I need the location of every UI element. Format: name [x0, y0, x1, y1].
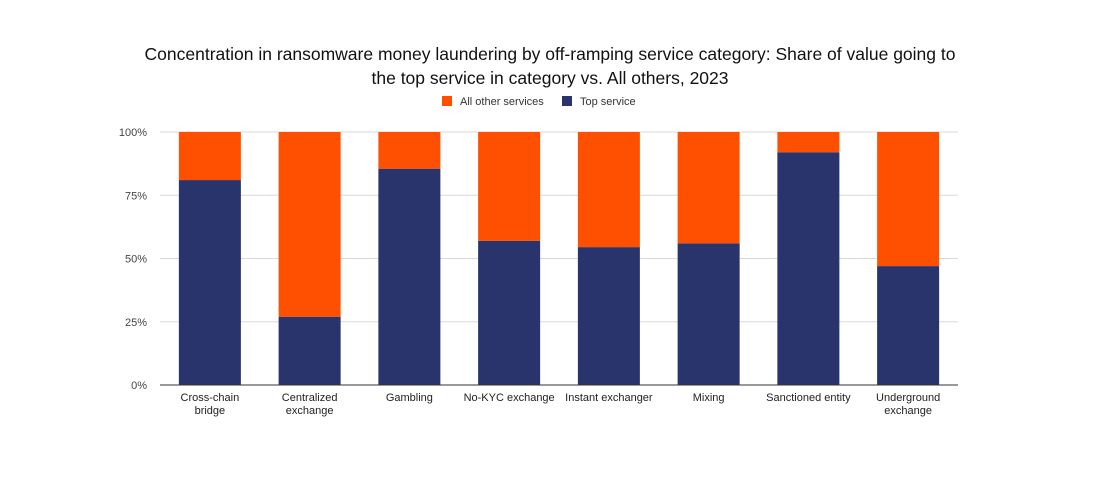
- bar-top-service-6: [777, 152, 840, 385]
- legend-label-0: All other services: [460, 96, 544, 108]
- bar-top-service-2: [378, 168, 441, 385]
- bar-top-service-7: [877, 266, 940, 385]
- x-tick-label-4: Instant exchanger: [565, 392, 653, 404]
- chart-title: Concentration in ransomware money launde…: [0, 42, 1100, 90]
- x-tick-label-3: No-KYC exchange: [464, 392, 555, 404]
- x-tick-label-7: Underground exchange: [876, 392, 940, 417]
- x-tick-label-line: Mixing: [693, 392, 725, 404]
- x-tick-label-line: Centralized: [282, 392, 338, 404]
- chart-title-line-2: the top service in category vs. All othe…: [371, 68, 729, 88]
- x-tick-label-0: Cross-chain bridge: [181, 392, 240, 417]
- chart-title-line-1: Concentration in ransomware money launde…: [144, 44, 956, 64]
- legend-swatch-0: [442, 96, 452, 106]
- y-tick-label-25: 25%: [125, 317, 147, 329]
- x-tick-label-line: exchange: [884, 405, 932, 417]
- bar-all-other-services-6: [777, 132, 840, 153]
- x-tick-label-line: Cross-chain: [181, 392, 240, 404]
- bar-all-other-services-1: [278, 132, 341, 317]
- bar-all-other-services-7: [877, 132, 940, 267]
- x-tick-label-line: Underground: [876, 392, 940, 404]
- bar-top-service-5: [677, 243, 740, 385]
- bar-all-other-services-5: [677, 132, 740, 244]
- bar-top-service-1: [278, 316, 341, 385]
- bar-top-service-3: [478, 240, 541, 385]
- bar-all-other-services-2: [378, 132, 441, 169]
- bar-top-service-4: [577, 247, 640, 385]
- x-tick-label-1: Centralized exchange: [282, 392, 338, 417]
- bar-all-other-services-3: [478, 132, 541, 241]
- x-tick-label-line: Gambling: [386, 392, 433, 404]
- legend-label-1: Top service: [580, 96, 636, 108]
- y-tick-label-0: 0%: [131, 380, 147, 392]
- bar-all-other-services-0: [178, 132, 241, 181]
- y-tick-label-75: 75%: [125, 190, 147, 202]
- bar-top-service-0: [178, 180, 241, 385]
- x-tick-label-line: No-KYC exchange: [464, 392, 555, 404]
- legend-swatch-1: [562, 96, 572, 106]
- bar-all-other-services-4: [577, 132, 640, 248]
- x-tick-label-line: bridge: [195, 405, 226, 417]
- x-tick-label-2: Gambling: [386, 392, 433, 404]
- x-tick-label-line: Instant exchanger: [565, 392, 653, 404]
- y-tick-label-100: 100%: [119, 127, 147, 139]
- y-tick-label-50: 50%: [125, 254, 147, 266]
- x-tick-label-5: Mixing: [693, 392, 725, 404]
- x-tick-label-6: Sanctioned entity: [766, 392, 851, 404]
- x-tick-label-line: Sanctioned entity: [766, 392, 851, 404]
- x-tick-label-line: exchange: [286, 405, 334, 417]
